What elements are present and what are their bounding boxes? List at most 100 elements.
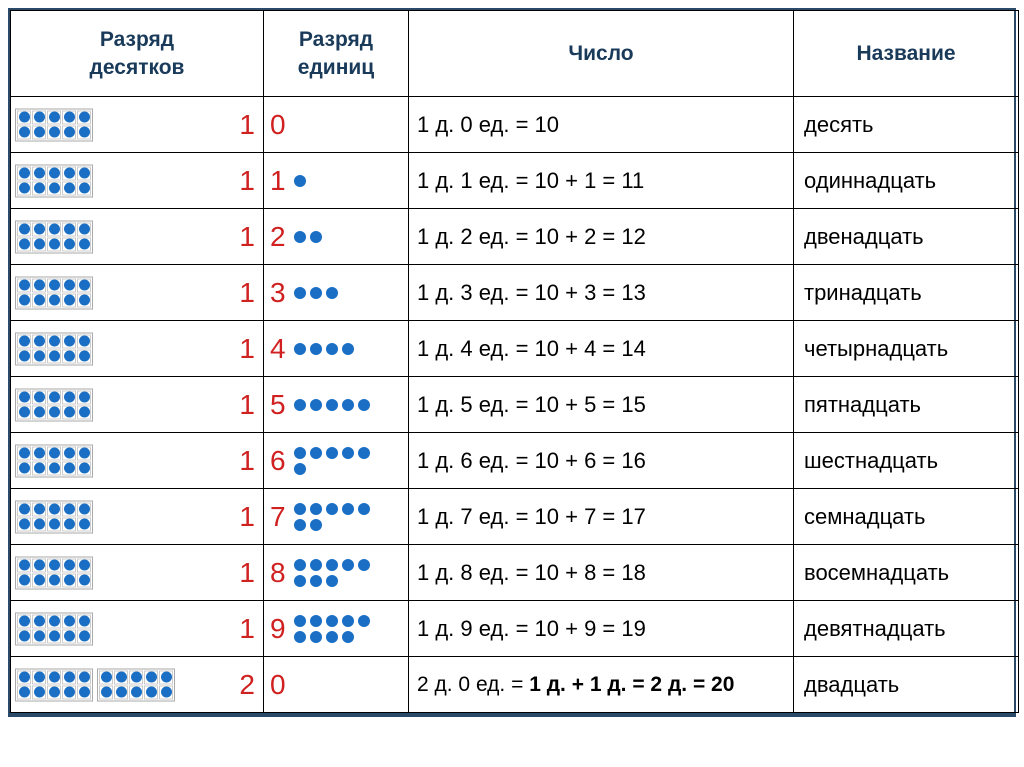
number-cell: 2 д. 0 ед. = 1 д. + 1 д. = 2 д. = 20 (409, 657, 794, 713)
dot-icon (34, 448, 45, 459)
dot-icon (116, 687, 127, 698)
name-cell: двадцать (794, 657, 1019, 713)
units-cell: 3 (264, 265, 409, 321)
number-cell: 1 д. 6 ед. = 10 + 6 = 16 (409, 433, 794, 489)
dot-icon (310, 615, 322, 627)
units-digit: 1 (270, 165, 286, 197)
table-row: 151 д. 5 ед. = 10 + 5 = 15пятнадцать (11, 377, 1019, 433)
dot-icon (79, 448, 90, 459)
table-row: 101 д. 0 ед. = 10десять (11, 97, 1019, 153)
units-cell: 4 (264, 321, 409, 377)
dot-icon (79, 224, 90, 235)
units-digit: 7 (270, 501, 286, 533)
dot-icon (34, 112, 45, 123)
dot-icon (326, 631, 338, 643)
dot-icon (64, 351, 75, 362)
dot-icon (79, 463, 90, 474)
dot-icon (49, 687, 60, 698)
name-cell: четырнадцать (794, 321, 1019, 377)
dot-icon (49, 351, 60, 362)
ten-block (15, 276, 93, 309)
dot-icon (79, 351, 90, 362)
units-dot-group (294, 503, 370, 531)
dot-icon (34, 407, 45, 418)
dot-icon (310, 631, 322, 643)
dot-icon (146, 672, 157, 683)
dot-icon (294, 175, 306, 187)
dot-icon (79, 631, 90, 642)
ten-block (15, 220, 93, 253)
dot-icon (342, 343, 354, 355)
name-cell: шестнадцать (794, 433, 1019, 489)
tens-dot-group (15, 556, 93, 589)
ten-block (15, 108, 93, 141)
dot-icon (131, 687, 142, 698)
dot-icon (19, 687, 30, 698)
dot-icon (19, 224, 30, 235)
dot-icon (64, 336, 75, 347)
dot-icon (49, 560, 60, 571)
dot-icon (326, 559, 338, 571)
tens-digit: 1 (239, 165, 255, 197)
dot-icon (79, 239, 90, 250)
dot-icon (79, 127, 90, 138)
tens-cell: 1 (11, 601, 264, 657)
dot-icon (64, 239, 75, 250)
dot-icon (101, 672, 112, 683)
tens-dot-group (15, 444, 93, 477)
dot-icon (64, 672, 75, 683)
dot-icon (64, 224, 75, 235)
dot-icon (79, 295, 90, 306)
dot-icon (79, 183, 90, 194)
dot-icon (34, 351, 45, 362)
dot-icon (19, 631, 30, 642)
dot-icon (64, 280, 75, 291)
table: Разряддесятков Разрядединиц Число Назван… (10, 10, 1019, 713)
units-cell: 6 (264, 433, 409, 489)
dot-icon (79, 560, 90, 571)
ten-block (15, 164, 93, 197)
dot-icon (19, 127, 30, 138)
dot-icon (19, 239, 30, 250)
dot-icon (310, 559, 322, 571)
dot-icon (342, 447, 354, 459)
tens-digit: 1 (239, 501, 255, 533)
tens-digit: 1 (239, 557, 255, 589)
dot-icon (101, 687, 112, 698)
ten-block (15, 388, 93, 421)
dot-icon (64, 392, 75, 403)
tens-digit: 1 (239, 389, 255, 421)
units-cell: 5 (264, 377, 409, 433)
dot-icon (294, 631, 306, 643)
header-name: Название (794, 11, 1019, 97)
dot-icon (79, 575, 90, 586)
dot-icon (19, 616, 30, 627)
ten-block (15, 500, 93, 533)
dot-icon (34, 183, 45, 194)
units-cell: 2 (264, 209, 409, 265)
dot-icon (342, 631, 354, 643)
dot-icon (358, 447, 370, 459)
dot-icon (19, 448, 30, 459)
dot-icon (310, 399, 322, 411)
dot-icon (49, 168, 60, 179)
units-dot-group (294, 231, 322, 243)
dot-icon (79, 407, 90, 418)
dot-icon (34, 295, 45, 306)
dot-icon (19, 280, 30, 291)
number-text-bold: 1 д. + 1 д. = 2 д. = 20 (529, 673, 734, 696)
dot-icon (34, 463, 45, 474)
dot-icon (342, 559, 354, 571)
dot-icon (131, 672, 142, 683)
tens-digit: 1 (239, 613, 255, 645)
number-cell: 1 д. 0 ед. = 10 (409, 97, 794, 153)
dot-icon (326, 503, 338, 515)
dot-icon (310, 447, 322, 459)
dot-icon (19, 560, 30, 571)
dot-icon (294, 559, 306, 571)
dot-icon (19, 407, 30, 418)
tens-cell: 2 (11, 657, 264, 713)
dot-icon (49, 575, 60, 586)
dot-icon (64, 463, 75, 474)
dot-icon (358, 615, 370, 627)
